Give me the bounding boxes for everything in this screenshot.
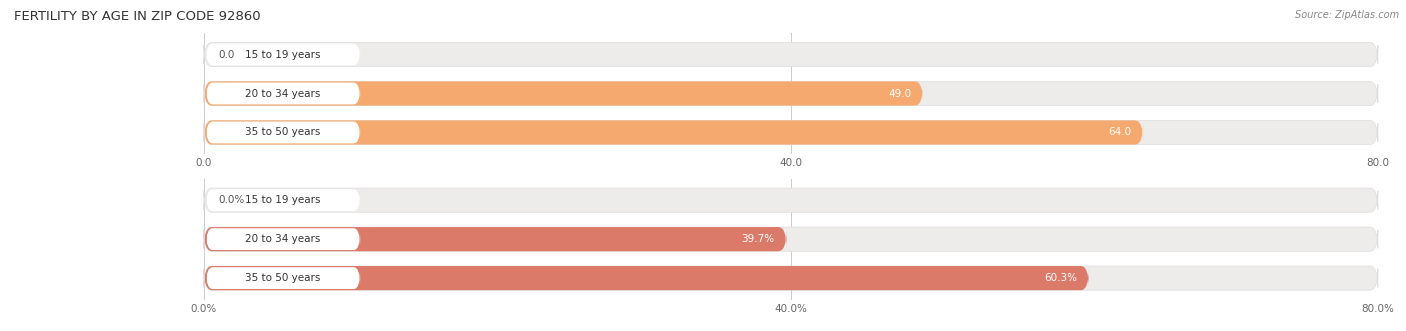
Text: Source: ZipAtlas.com: Source: ZipAtlas.com (1295, 10, 1399, 20)
FancyBboxPatch shape (207, 121, 360, 143)
Text: FERTILITY BY AGE IN ZIP CODE 92860: FERTILITY BY AGE IN ZIP CODE 92860 (14, 10, 260, 23)
Text: 15 to 19 years: 15 to 19 years (246, 195, 321, 205)
FancyBboxPatch shape (204, 81, 1378, 106)
Text: 49.0: 49.0 (889, 88, 911, 99)
FancyBboxPatch shape (204, 81, 922, 106)
FancyBboxPatch shape (207, 189, 360, 211)
FancyBboxPatch shape (204, 227, 786, 251)
FancyBboxPatch shape (207, 267, 360, 289)
FancyBboxPatch shape (204, 266, 1088, 290)
Text: 20 to 34 years: 20 to 34 years (246, 88, 321, 99)
Text: 60.3%: 60.3% (1045, 273, 1077, 283)
Text: 20 to 34 years: 20 to 34 years (246, 234, 321, 244)
FancyBboxPatch shape (207, 44, 360, 66)
Text: 0.0: 0.0 (218, 50, 235, 60)
Text: 35 to 50 years: 35 to 50 years (246, 273, 321, 283)
FancyBboxPatch shape (204, 120, 1378, 145)
FancyBboxPatch shape (204, 120, 1143, 145)
Text: 15 to 19 years: 15 to 19 years (246, 50, 321, 60)
FancyBboxPatch shape (204, 188, 1378, 212)
Text: 39.7%: 39.7% (741, 234, 775, 244)
Text: 35 to 50 years: 35 to 50 years (246, 127, 321, 137)
Text: 64.0: 64.0 (1108, 127, 1132, 137)
FancyBboxPatch shape (207, 83, 360, 104)
FancyBboxPatch shape (204, 227, 1378, 251)
FancyBboxPatch shape (207, 228, 360, 250)
Text: 0.0%: 0.0% (218, 195, 245, 205)
FancyBboxPatch shape (204, 42, 1378, 67)
FancyBboxPatch shape (204, 266, 1378, 290)
